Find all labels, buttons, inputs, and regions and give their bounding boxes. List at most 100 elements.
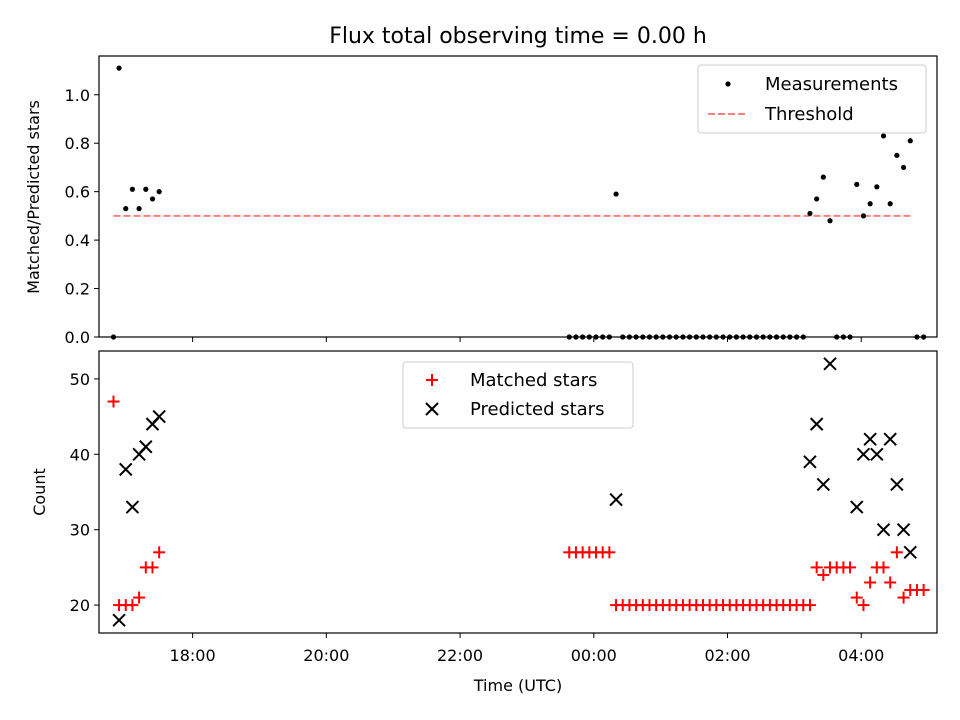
measurement-point (720, 334, 726, 340)
measurement-point (747, 334, 753, 340)
predicted-point (823, 357, 837, 371)
measurement-point (566, 334, 572, 340)
measurement-point (740, 334, 746, 340)
measurement-point (707, 334, 713, 340)
measurement-point (733, 334, 740, 340)
measurement-point (780, 334, 786, 340)
matched-point (884, 576, 897, 589)
predicted-point (883, 432, 897, 446)
x-tick-label: 22:00 (437, 646, 483, 665)
measurement-point (600, 334, 606, 340)
matched-point (126, 599, 139, 612)
measurement-point (640, 334, 646, 340)
predicted-point (870, 447, 884, 462)
measurement-point (900, 164, 907, 171)
measurement-point (620, 334, 626, 340)
predicted-point (876, 522, 891, 537)
matched-point (146, 561, 159, 574)
measurement-point (573, 334, 579, 340)
bottom-y-tick-label: 30 (70, 521, 90, 540)
bottom-x-ticks: 18:00 20:00 22:00 00:00 02:00 04:00 (170, 633, 884, 665)
measurement-point (687, 334, 693, 340)
measurement-point (867, 201, 873, 207)
measurement-point (921, 334, 927, 340)
top-legend-box (697, 64, 927, 134)
top-legend: Measurements Threshold (697, 64, 927, 134)
measurement-point (156, 189, 162, 195)
top-y-tick-label: 1.0 (65, 86, 90, 105)
matched-point (857, 599, 870, 612)
bottom-legend: Matched stars Predicted stars (402, 361, 634, 429)
measurement-point (880, 133, 887, 139)
measurement-point (123, 206, 129, 212)
measurement-point (847, 334, 853, 340)
predicted-point (152, 409, 166, 424)
measurement-point (580, 334, 586, 340)
matched-point (844, 561, 857, 574)
predicted-point (863, 432, 877, 446)
measurement-point (727, 334, 733, 340)
measurement-point (807, 210, 813, 217)
legend-matched-label: Matched stars (470, 370, 597, 391)
matched-point (107, 395, 120, 408)
measurement-point (713, 334, 719, 340)
bottom-y-tick-label: 50 (70, 370, 90, 389)
top-y-ticks: 0.0 0.2 0.4 0.6 0.8 1.0 (65, 86, 99, 347)
predicted-points (112, 357, 917, 627)
measurement-point (700, 334, 706, 340)
measurement-point (586, 334, 592, 340)
matched-point (133, 591, 146, 604)
predicted-point (112, 613, 126, 627)
measurement-point (673, 334, 679, 340)
matched-point (603, 546, 616, 559)
predicted-point (119, 462, 133, 477)
measurement-point (800, 334, 806, 340)
top-y-tick-label: 0.2 (65, 280, 90, 299)
measurement-point (129, 186, 136, 192)
bottom-y-axis-label: Count (30, 468, 49, 516)
measurement-point (116, 65, 122, 71)
measurement-point (814, 196, 820, 202)
predicted-point (803, 455, 817, 469)
measurement-point (760, 334, 766, 340)
bottom-legend-box (402, 361, 634, 429)
measurement-point (606, 334, 612, 340)
legend-predicted-label: Predicted stars (470, 399, 604, 420)
top-y-tick-label: 0.6 (65, 183, 90, 202)
matched-point (810, 561, 823, 574)
predicted-point (903, 545, 917, 560)
measurement-point (894, 152, 900, 158)
predicted-point (816, 477, 831, 492)
measurement-point (854, 181, 860, 187)
measurement-point (787, 334, 793, 340)
x-tick-label: 00:00 (571, 646, 617, 665)
measurement-point (827, 218, 833, 224)
measurement-point (110, 334, 117, 340)
matched-point (864, 576, 877, 589)
bottom-y-tick-label: 20 (70, 596, 90, 615)
measurement-point (646, 334, 653, 340)
matched-point (877, 561, 890, 574)
measurement-point (693, 334, 699, 340)
measurement-point (143, 186, 149, 192)
predicted-point (850, 500, 864, 514)
matched-point (897, 591, 910, 604)
measurement-point (626, 334, 633, 340)
measurement-point (834, 334, 840, 340)
top-panel: 0.0 0.2 0.4 0.6 0.8 1.0 Matched/Predicted sta… (24, 55, 938, 347)
measurement-point (907, 138, 913, 144)
measurement-point (653, 334, 659, 340)
measurement-point (753, 334, 760, 340)
bottom-y-ticks: 20 30 40 50 (70, 370, 99, 615)
bottom-y-tick-label: 40 (70, 445, 90, 464)
predicted-point (609, 492, 623, 507)
top-y-tick-label: 0.0 (65, 328, 90, 347)
measurement-point (860, 213, 867, 219)
matched-points (107, 395, 930, 612)
measurement-point (914, 334, 920, 340)
top-x-ticks (192, 337, 862, 342)
matched-point (803, 599, 816, 612)
measurement-point (136, 206, 142, 212)
